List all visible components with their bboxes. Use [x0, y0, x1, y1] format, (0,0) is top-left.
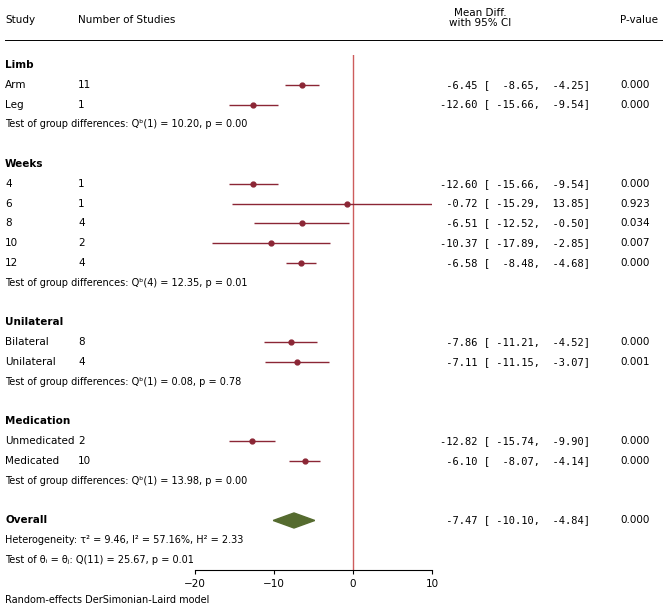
Text: 4: 4: [5, 179, 11, 188]
Text: Weeks: Weeks: [5, 159, 43, 169]
Text: Limb: Limb: [5, 60, 33, 70]
Text: Unilateral: Unilateral: [5, 357, 56, 367]
Text: 6: 6: [5, 198, 11, 209]
Text: Test of group differences: Qᵇ(1) = 13.98, p = 0.00: Test of group differences: Qᵇ(1) = 13.98…: [5, 476, 248, 486]
Text: 10: 10: [5, 238, 18, 248]
Text: Leg: Leg: [5, 100, 23, 110]
Text: Overall: Overall: [5, 516, 47, 525]
Text: Study: Study: [5, 15, 35, 25]
Text: 1: 1: [78, 179, 84, 188]
Text: 0.000: 0.000: [620, 436, 650, 446]
Text: 0.000: 0.000: [620, 516, 650, 525]
Text: -6.45 [  -8.65,  -4.25]: -6.45 [ -8.65, -4.25]: [440, 79, 590, 90]
Text: Test of θᵢ = θⱼ: Q(11) = 25.67, p = 0.01: Test of θᵢ = θⱼ: Q(11) = 25.67, p = 0.01: [5, 555, 194, 565]
Text: Test of group differences: Qᵇ(1) = 10.20, p = 0.00: Test of group differences: Qᵇ(1) = 10.20…: [5, 120, 248, 129]
Text: 0.000: 0.000: [620, 79, 650, 90]
Text: -0.72 [ -15.29,  13.85]: -0.72 [ -15.29, 13.85]: [440, 198, 590, 209]
Text: -7.11 [ -11.15,  -3.07]: -7.11 [ -11.15, -3.07]: [440, 357, 590, 367]
Text: 4: 4: [78, 357, 84, 367]
Text: Medication: Medication: [5, 416, 70, 426]
Text: -10.37 [ -17.89,  -2.85]: -10.37 [ -17.89, -2.85]: [440, 238, 590, 248]
Text: Unilateral: Unilateral: [5, 317, 64, 327]
Text: -6.58 [  -8.48,  -4.68]: -6.58 [ -8.48, -4.68]: [440, 258, 590, 268]
Text: 11: 11: [78, 79, 91, 90]
Text: 0.923: 0.923: [620, 198, 650, 209]
Text: 0.000: 0.000: [620, 258, 650, 268]
Text: 0.000: 0.000: [620, 337, 650, 347]
Text: Random-effects DerSimonian-Laird model: Random-effects DerSimonian-Laird model: [5, 595, 209, 605]
Text: 8: 8: [5, 218, 11, 229]
Text: Heterogeneity: τ² = 9.46, I² = 57.16%, H² = 2.33: Heterogeneity: τ² = 9.46, I² = 57.16%, H…: [5, 535, 244, 545]
Text: Test of group differences: Qᵇ(1) = 0.08, p = 0.78: Test of group differences: Qᵇ(1) = 0.08,…: [5, 377, 242, 387]
Text: 2: 2: [78, 436, 84, 446]
Text: 12: 12: [5, 258, 18, 268]
Polygon shape: [273, 513, 314, 528]
Text: Number of Studies: Number of Studies: [78, 15, 175, 25]
Text: 2: 2: [78, 238, 84, 248]
Text: 0.007: 0.007: [620, 238, 650, 248]
Text: 0.034: 0.034: [620, 218, 650, 229]
Text: -12.82 [ -15.74,  -9.90]: -12.82 [ -15.74, -9.90]: [440, 436, 590, 446]
Text: Medicated: Medicated: [5, 456, 59, 466]
Text: 0.000: 0.000: [620, 179, 650, 188]
Text: -7.47 [ -10.10,  -4.84]: -7.47 [ -10.10, -4.84]: [440, 516, 590, 525]
Text: 8: 8: [78, 337, 84, 347]
Text: 1: 1: [78, 198, 84, 209]
Text: Bilateral: Bilateral: [5, 337, 49, 347]
Text: 0.001: 0.001: [620, 357, 650, 367]
Text: -6.10 [  -8.07,  -4.14]: -6.10 [ -8.07, -4.14]: [440, 456, 590, 466]
Text: -12.60 [ -15.66,  -9.54]: -12.60 [ -15.66, -9.54]: [440, 100, 590, 110]
Text: -6.51 [ -12.52,  -0.50]: -6.51 [ -12.52, -0.50]: [440, 218, 590, 229]
Text: 4: 4: [78, 258, 84, 268]
Text: 0.000: 0.000: [620, 100, 650, 110]
Text: Test of group differences: Qᵇ(4) = 12.35, p = 0.01: Test of group differences: Qᵇ(4) = 12.35…: [5, 278, 248, 288]
Text: 1: 1: [78, 100, 84, 110]
Text: with 95% CI: with 95% CI: [449, 18, 511, 28]
Text: 10: 10: [78, 456, 91, 466]
Text: Mean Diff.: Mean Diff.: [454, 7, 506, 17]
Text: -12.60 [ -15.66,  -9.54]: -12.60 [ -15.66, -9.54]: [440, 179, 590, 188]
Text: P-value: P-value: [620, 15, 658, 25]
Text: 4: 4: [78, 218, 84, 229]
Text: Arm: Arm: [5, 79, 27, 90]
Text: -7.86 [ -11.21,  -4.52]: -7.86 [ -11.21, -4.52]: [440, 337, 590, 347]
Text: 0.000: 0.000: [620, 456, 650, 466]
Text: Unmedicated: Unmedicated: [5, 436, 74, 446]
